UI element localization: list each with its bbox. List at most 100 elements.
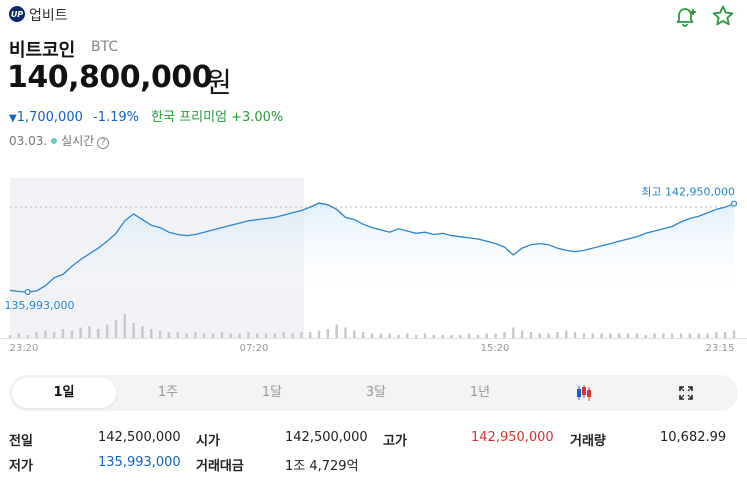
fullscreen-toggle[interactable] [636, 378, 736, 408]
open-label: 시가 [196, 434, 220, 449]
coin-name: 비트코인 [9, 40, 76, 61]
volume-bar [556, 332, 559, 338]
bell-plus-icon[interactable] [673, 4, 697, 28]
volume-bar [370, 333, 374, 338]
top-bar: UP 업비트 [0, 0, 747, 30]
korea-premium-label[interactable]: 한국 프리미엄 [151, 110, 228, 125]
x-tick-label: 23:15 [706, 343, 735, 354]
volume-bar [494, 333, 497, 338]
tab-3-months[interactable]: 3달 [365, 385, 387, 400]
change-rate: -1.19% [93, 110, 140, 125]
volume-bar [414, 335, 418, 338]
tab-1-day[interactable]: 1일 [12, 378, 116, 408]
x-tick-label: 15:20 [481, 343, 510, 354]
volume-bar [538, 333, 541, 338]
volume-bar [317, 330, 321, 338]
volume-bar [688, 333, 692, 338]
coin-symbol: BTC [91, 39, 119, 55]
volume-bar [105, 324, 109, 338]
volume-bar [715, 332, 718, 338]
volume-bar [247, 332, 250, 338]
upbit-logo-icon: UP [9, 6, 25, 22]
volume-bar [644, 335, 647, 338]
volume-bar [512, 327, 515, 338]
x-tick-label: 07:20 [240, 343, 269, 354]
volume-bar [423, 333, 427, 338]
current-price: 140,800,000 [7, 60, 213, 95]
volume-bar [264, 333, 268, 338]
exchange-name[interactable]: 업비트 [29, 8, 68, 24]
tab-1-year[interactable]: 1년 [469, 385, 491, 400]
tab-1-month[interactable]: 1달 [261, 385, 283, 400]
volume-bar [194, 332, 197, 338]
volume-bar [26, 335, 29, 338]
trade-value-label: 거래대금 [196, 459, 244, 474]
low-marker [24, 288, 31, 296]
volume-bar [635, 333, 639, 338]
volume-bar [8, 335, 12, 338]
down-arrow-icon: ▼ [9, 113, 17, 124]
volume-bar [432, 335, 436, 338]
volume-bar [520, 330, 524, 338]
change-row: ▼1,700,000 -1.19% 한국 프리미엄 +3.00% [9, 106, 283, 125]
price-chart[interactable]: 최고 142,950,000 최저 135,993,000 23:20 07:20 15… [0, 170, 747, 360]
volume-bar [450, 335, 453, 338]
candlestick-icon [577, 384, 591, 401]
fullscreen-icon [679, 385, 693, 400]
change-amount: 1,700,000 [16, 110, 83, 125]
low-value: 135,993,000 [98, 455, 181, 470]
volume-bar [308, 332, 312, 338]
volume-bar [662, 333, 665, 338]
volume-bar [503, 332, 506, 338]
volume-bar [670, 333, 674, 338]
volume-bar [35, 332, 38, 338]
volume-bar [282, 332, 285, 338]
volume-bar [679, 333, 683, 338]
volume-bar [723, 332, 727, 338]
high-label: 최고 142,950,000 [641, 186, 735, 199]
candlestick-toggle[interactable] [532, 378, 636, 408]
volume-bar [467, 333, 471, 338]
volume-bar [547, 333, 550, 338]
volume-bar [618, 333, 621, 338]
volume-bar [565, 330, 568, 338]
volume-bar [591, 333, 594, 338]
price-line [9, 202, 735, 293]
volume-bar [88, 326, 91, 338]
live-dot-icon [51, 138, 58, 144]
volume-bar [361, 332, 365, 338]
volume-bar [529, 332, 533, 338]
price-area [10, 203, 734, 304]
volume-bar [406, 333, 409, 338]
korea-premium-value: +3.00% [231, 110, 284, 125]
date-row: 03.03. 실시간? [9, 132, 110, 149]
volume-bar [158, 330, 162, 338]
volume-bar [582, 333, 586, 338]
volume-bar [211, 333, 215, 338]
volume-bar [326, 329, 330, 338]
volume-label: 거래량 [570, 434, 606, 449]
volume-bar [17, 333, 21, 338]
volume-bar [203, 333, 206, 338]
tab-1-week[interactable]: 1주 [157, 385, 179, 400]
volume-bar [706, 333, 709, 338]
volume-bar [353, 330, 356, 338]
star-icon[interactable] [711, 4, 735, 28]
volume-bar [44, 330, 47, 338]
live-label: 실시간 [61, 134, 95, 148]
volume-bar [300, 332, 303, 338]
volume-bar [653, 333, 656, 338]
volume-bar [273, 333, 277, 338]
volume-bar [291, 333, 294, 338]
price-unit: 원 [206, 66, 232, 99]
volume-bar [132, 323, 135, 338]
volume-bar [52, 332, 56, 338]
help-circle-icon[interactable]: ? [97, 137, 110, 149]
volume-bar [238, 333, 241, 338]
volume-bar [573, 332, 577, 338]
high-value: 142,950,000 [471, 430, 554, 445]
volume-bar [97, 329, 100, 338]
volume-bar [229, 333, 232, 338]
volume-bar [697, 333, 700, 338]
volume-bar [185, 333, 188, 338]
